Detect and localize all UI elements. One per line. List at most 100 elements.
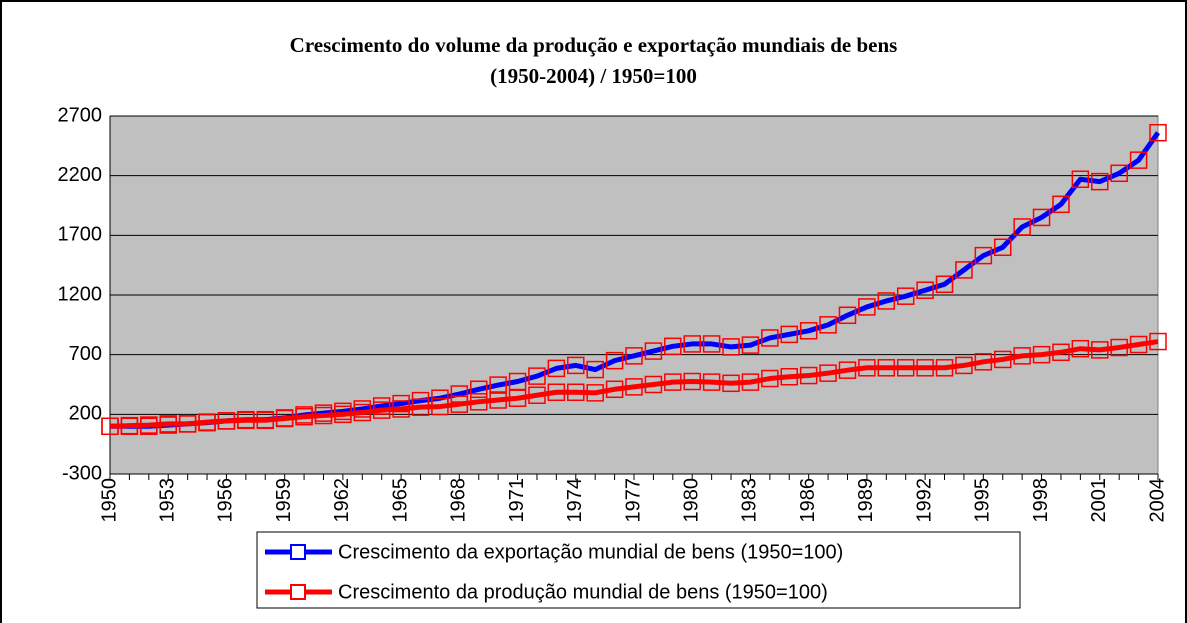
point-marker (974, 353, 993, 371)
series-line (109, 339, 1159, 429)
x-tick-label: 2004 (1146, 478, 1168, 523)
point-marker (722, 374, 740, 393)
point-marker (1032, 208, 1051, 227)
point-marker (1032, 345, 1051, 364)
point-marker (237, 411, 255, 430)
point-marker (799, 322, 818, 340)
point-marker (1013, 347, 1031, 365)
point-marker (1110, 164, 1128, 183)
point-marker (819, 316, 837, 334)
point-marker (217, 412, 236, 430)
point-marker (295, 407, 313, 426)
point-marker (353, 403, 372, 422)
point-marker (993, 350, 1012, 369)
point-marker (935, 359, 954, 377)
y-tick-label: 1200 (58, 283, 103, 305)
chart-title: Crescimento do volume da produção e expo… (289, 33, 898, 88)
point-marker (664, 373, 682, 391)
x-tick-label: 1992 (913, 478, 935, 523)
point-marker (469, 380, 488, 399)
point-marker (1013, 218, 1031, 236)
point-marker (780, 325, 799, 344)
point-marker (838, 306, 857, 325)
y-tick-label: 200 (69, 403, 102, 425)
point-marker (528, 367, 546, 385)
point-marker (916, 281, 934, 299)
point-marker (469, 393, 488, 411)
x-tick-label: 1959 (273, 478, 295, 523)
point-marker (1149, 123, 1167, 142)
point-marker (1052, 343, 1070, 362)
point-marker (140, 416, 158, 434)
point-marker (702, 335, 721, 353)
point-marker (761, 369, 779, 388)
point-marker (411, 398, 430, 416)
x-tick-label: 1962 (331, 478, 353, 523)
point-marker (120, 416, 139, 435)
x-tick-label: 1977 (622, 478, 644, 523)
point-marker (780, 367, 799, 386)
point-marker (1129, 151, 1148, 169)
x-tick-label: 1995 (972, 478, 994, 523)
point-marker (974, 246, 993, 265)
x-tick-label: 1983 (739, 478, 761, 523)
point-marker (275, 409, 294, 428)
point-marker (178, 415, 197, 433)
point-marker (896, 359, 915, 377)
point-marker (567, 356, 585, 375)
legend-label: Crescimento da exportação mundial de ben… (338, 541, 843, 563)
point-marker (586, 384, 604, 402)
point-marker (605, 380, 624, 399)
x-tick-label: 1968 (448, 478, 470, 523)
point-marker (198, 413, 216, 431)
legend-marker (290, 544, 306, 560)
point-marker (547, 383, 566, 402)
point-marker (1091, 172, 1109, 191)
point-marker (741, 373, 760, 391)
point-marker (993, 238, 1012, 257)
point-marker (896, 287, 915, 305)
point-marker (702, 373, 721, 391)
x-tick-label: 1956 (215, 478, 237, 523)
point-marker (1052, 195, 1070, 214)
x-tick-label: 1971 (506, 478, 528, 523)
point-marker (819, 364, 837, 382)
point-marker (1110, 338, 1128, 357)
point-marker (372, 401, 391, 419)
x-tick-label: 1965 (389, 478, 411, 523)
point-marker (547, 359, 566, 378)
x-tick-label: 1986 (797, 478, 819, 523)
x-tick-label: 1980 (681, 478, 703, 523)
point-marker (935, 275, 954, 294)
x-tick-label: 1989 (855, 478, 877, 523)
point-marker (1091, 341, 1109, 359)
point-marker (683, 372, 701, 391)
point-marker (683, 335, 701, 353)
point-marker (1149, 332, 1167, 351)
x-tick-label: 1998 (1030, 478, 1052, 523)
y-tick-label: 2200 (58, 164, 103, 186)
point-marker (741, 336, 760, 354)
point-marker (955, 356, 973, 375)
point-marker (1071, 170, 1090, 188)
point-marker (877, 359, 896, 377)
point-marker (586, 360, 604, 379)
point-marker (625, 378, 643, 396)
point-marker (722, 338, 740, 356)
x-tick-label: 1974 (564, 478, 586, 523)
point-marker (625, 347, 643, 365)
point-marker (431, 397, 449, 416)
legend-marker (290, 584, 306, 600)
point-marker (644, 342, 663, 360)
point-marker (392, 400, 410, 418)
point-marker (489, 391, 507, 409)
point-marker (567, 383, 585, 402)
point-marker (858, 359, 876, 377)
point-marker (761, 329, 779, 347)
point-marker (799, 366, 818, 385)
point-marker (159, 415, 177, 433)
point-marker (877, 292, 896, 310)
